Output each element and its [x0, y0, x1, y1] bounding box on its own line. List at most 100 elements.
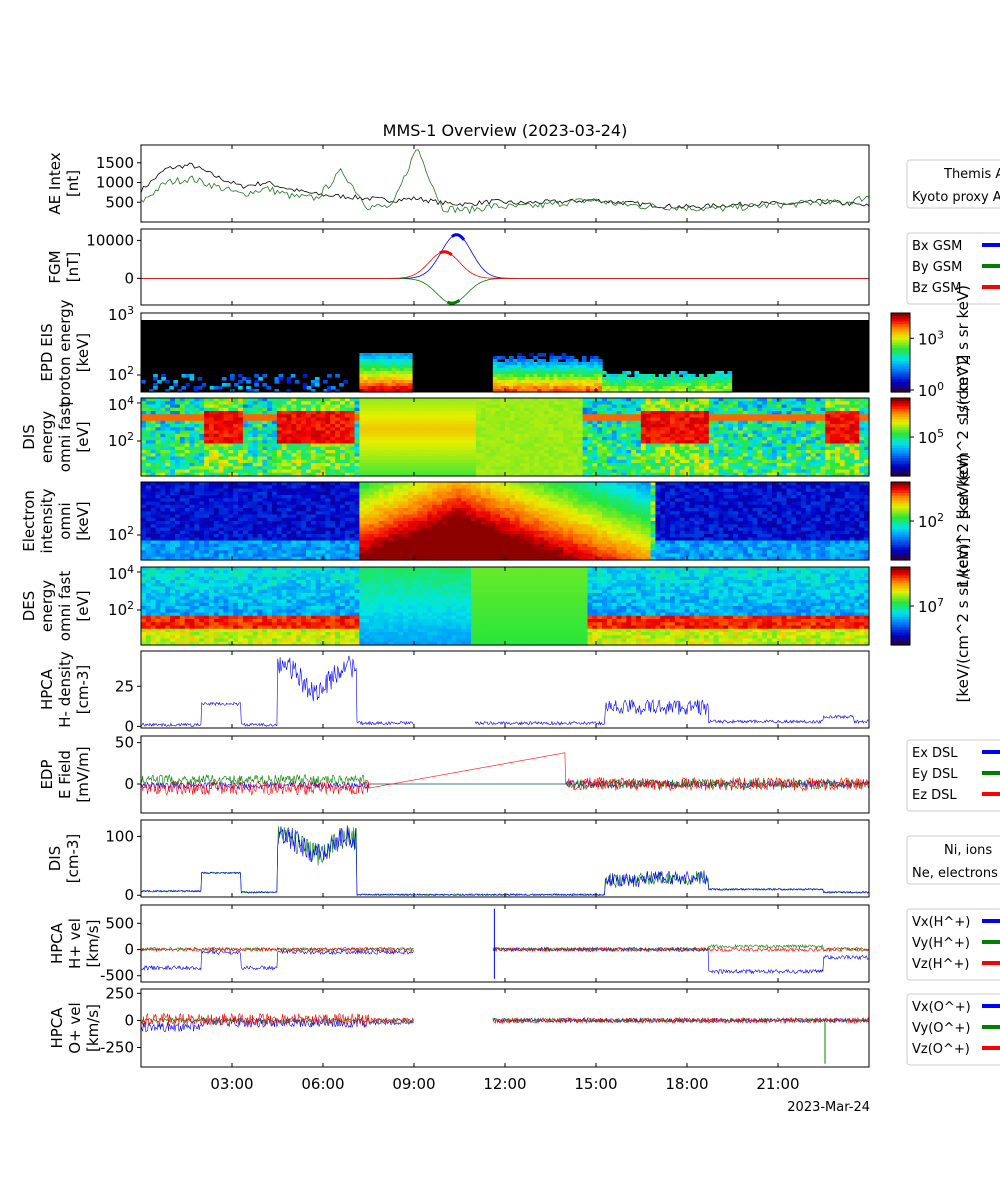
heatmap-cell	[748, 414, 753, 421]
heatmap-cell	[185, 374, 190, 378]
heatmap-cell	[636, 414, 641, 421]
legend-swatch	[982, 285, 1000, 289]
heatmap-cell	[291, 374, 296, 378]
heatmap-cell	[786, 414, 791, 421]
heatmap-cell	[733, 414, 738, 421]
heatmap-cell	[607, 414, 612, 421]
heatmap-cell	[782, 414, 787, 421]
y-axis-label: FGM	[46, 250, 64, 283]
heatmap-cell	[801, 414, 806, 421]
series-peak	[447, 300, 459, 303]
heatmap-cell	[631, 427, 636, 434]
heatmap-cell	[679, 371, 684, 375]
heatmap-cell	[714, 414, 719, 421]
heatmap-cell	[335, 374, 340, 378]
y-tick-label: 103	[108, 304, 134, 324]
heatmap-cell	[267, 414, 272, 421]
heatmap-cell	[323, 380, 328, 384]
heatmap-cell	[588, 414, 593, 421]
heatmap-cell	[811, 414, 816, 421]
heatmap-cell	[279, 377, 284, 381]
heatmap-cell	[500, 401, 505, 408]
heatmap-cell	[180, 414, 185, 421]
heatmap-cell	[262, 374, 267, 378]
heatmap-cell	[307, 386, 312, 390]
heatmap-cell	[529, 353, 534, 357]
heatmap-cell	[796, 414, 801, 421]
y-axis-label: proton energy	[56, 299, 74, 405]
heatmap-cell	[257, 414, 262, 421]
heatmap-cell	[194, 544, 199, 551]
heatmap-cell	[592, 414, 597, 421]
colorbar-tick-label: 103	[918, 328, 944, 348]
heatmap-cell	[296, 434, 301, 441]
series-line	[141, 163, 869, 209]
heatmap-cell	[242, 377, 247, 381]
heatmap-cell	[777, 414, 782, 421]
heatmap-cell	[515, 450, 520, 457]
heatmap-cell	[757, 414, 762, 421]
y-tick-label: 1000	[96, 174, 134, 192]
heatmap-cell	[709, 414, 714, 421]
heatmap-cell	[641, 427, 646, 434]
heatmap-cell	[533, 356, 538, 360]
y-axis-label: omni fast	[56, 402, 74, 473]
series-line	[141, 278, 869, 303]
legend-label: By GSM	[912, 260, 962, 275]
heatmap-cell	[153, 377, 158, 381]
heatmap-cell	[170, 482, 175, 489]
y-axis-label: energy	[38, 411, 56, 463]
heatmap-cell	[562, 356, 567, 360]
y-axis-label: AE Intex	[46, 152, 64, 214]
heatmap-cell	[222, 383, 227, 387]
heatmap-cell	[151, 528, 156, 535]
heatmap-cell	[791, 414, 796, 421]
heatmap-cell	[253, 414, 258, 421]
heatmap-cell	[243, 414, 248, 421]
panel-electron: 102Electron intensity omni [keV] 102	[20, 482, 944, 561]
heatmap-cell	[161, 377, 166, 381]
heatmap-cell	[181, 386, 186, 390]
heatmap-cell	[165, 380, 170, 384]
heatmap-cell	[762, 414, 767, 421]
heatmap-cell	[157, 380, 162, 384]
panel-frame	[141, 145, 869, 222]
y-axis-label: DIS	[20, 424, 38, 450]
heatmap-cell	[501, 356, 506, 360]
heatmap-cell	[563, 421, 568, 428]
heatmap-cell	[254, 383, 259, 387]
y-tick-label: 10000	[86, 231, 134, 249]
heatmap-cell	[175, 414, 180, 421]
heatmap-cell	[190, 414, 195, 421]
y-axis-label: [nT]	[64, 252, 82, 282]
heatmap-cell	[169, 386, 174, 390]
heatmap-cell	[262, 414, 267, 421]
heatmap-cell	[295, 380, 300, 384]
heatmap-cell	[719, 414, 724, 421]
heatmap-cell	[626, 371, 631, 375]
heatmap-cell	[820, 414, 825, 421]
heatmap-cell	[743, 414, 748, 421]
legend-label: Kyoto proxy AE	[912, 190, 1000, 205]
heatmap-cell	[219, 421, 224, 428]
heatmap-cell	[258, 377, 263, 381]
heatmap-cell	[537, 353, 542, 357]
y-tick-label: 1500	[96, 154, 134, 172]
heatmap-cell	[631, 414, 636, 421]
heatmap-cell	[202, 383, 207, 387]
heatmap-cell	[272, 414, 277, 421]
y-tick-label: 500	[105, 193, 134, 211]
series-peak	[440, 252, 452, 255]
legend-swatch	[982, 264, 1000, 268]
series-line	[141, 235, 869, 279]
heatmap-cell	[185, 414, 190, 421]
heatmap-cell	[541, 353, 546, 357]
heatmap-cell	[198, 377, 203, 381]
y-axis-label: [keV]	[74, 333, 92, 372]
heatmap-cell	[343, 380, 348, 384]
heatmap-cell	[151, 414, 156, 421]
heatmap-cell	[355, 414, 360, 421]
